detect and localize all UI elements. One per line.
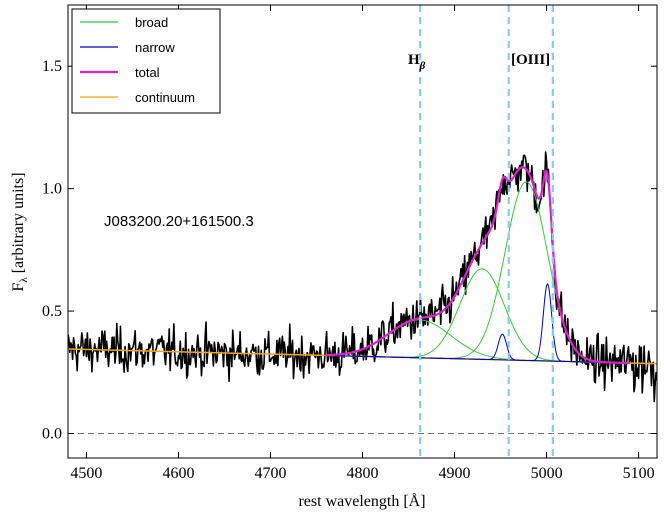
y-axis-title: Fλ [arbitrary units] [10,172,30,291]
oiii-label: [OIII] [511,52,550,68]
x-tick-label-5100: 5100 [623,465,655,482]
hbeta-label: Hβ [408,52,426,72]
y-tick-label-1: 0.5 [42,303,62,320]
object-name-label: J083200.20+161500.3 [104,213,254,230]
legend-box [71,8,221,114]
legend-label-total: total [135,65,160,80]
broad-component-line-2 [325,268,630,364]
y-tick-label-2: 1.0 [42,181,62,198]
narrow-component-line-2 [325,283,630,364]
legend-label-continuum: continuum [135,90,195,105]
total-model-line [325,166,630,365]
legend-label-narrow: narrow [135,40,175,55]
x-tick-label-4700: 4700 [254,465,286,482]
x-axis-title: rest wavelength [Å] [298,492,425,510]
x-tick-label-4800: 4800 [347,465,379,482]
x-tick-label-5000: 5000 [531,465,563,482]
x-tick-label-4500: 4500 [70,465,102,482]
observed-spectrum-line [68,151,657,403]
legend-label-broad: broad [135,15,168,30]
legend: broad narrow total continuum [71,8,221,114]
x-tick-label-4600: 4600 [162,465,194,482]
x-tick-label-4900: 4900 [439,465,471,482]
y-tick-label-0: 0.0 [42,426,62,443]
y-tick-label-3: 1.5 [42,58,62,75]
